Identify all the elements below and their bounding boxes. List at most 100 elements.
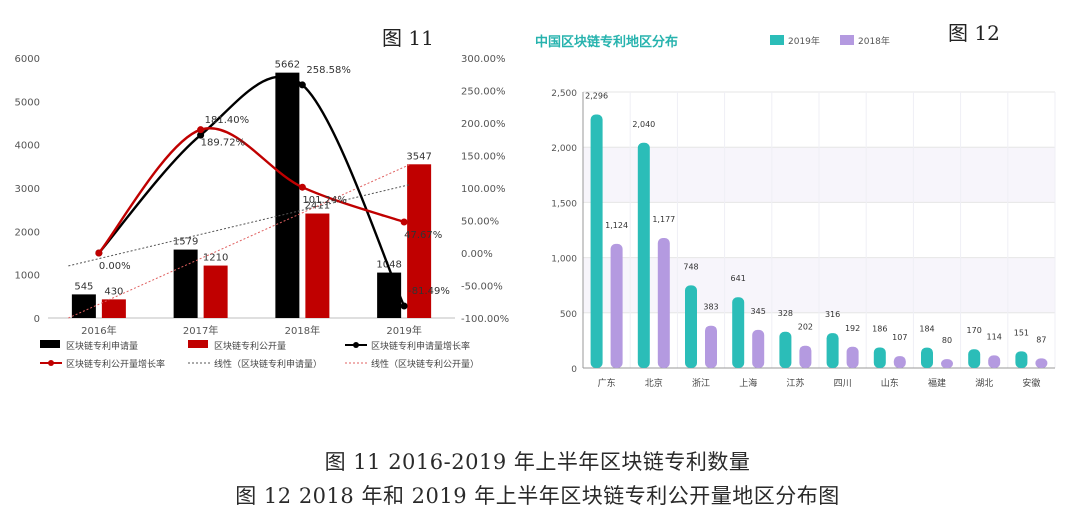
bar-data-label: 5662 [275,60,300,71]
legend-label: 2019年 [788,35,820,47]
bar-data-label: 345 [751,307,766,316]
x-tick-label: 2018年 [285,324,320,337]
growth-data-label: 47.67% [404,230,442,241]
growth-point [197,126,205,134]
y-left-tick-label: 0 [34,314,40,325]
y-left-tick-label: 1000 [15,271,40,282]
growth-data-label: -81.49% [408,286,450,297]
bar [275,72,300,318]
bar [173,249,198,318]
bar [637,142,650,368]
bar-data-label: 1048 [376,260,401,271]
legend-label: 线性（区块链专利申请量） [214,358,322,370]
y-right-tick-label: 150.00% [461,152,506,163]
bar [988,355,1001,368]
y-left-tick-label: 4000 [15,141,40,152]
bar [657,238,670,368]
bar [407,164,432,318]
y-right-tick-label: 200.00% [461,119,506,130]
x-tick-label: 江苏 [786,377,804,389]
figure-12-label: 图 12 [948,21,1000,45]
bar-data-label: 170 [967,326,982,335]
legend-label: 区块链专利申请量 [66,340,138,352]
x-tick-label: 浙江 [692,377,710,389]
bar-data-label: 114 [987,332,1002,341]
bar [1015,351,1028,368]
legend-label: 区块链专利公开量增长率 [66,358,165,370]
growth-line [97,75,406,307]
bar [732,297,745,368]
legend-swatch-marker [48,360,54,366]
bar-data-label: 80 [942,336,952,345]
bar-data-label: 430 [104,286,123,297]
bar-data-label: 2,296 [585,92,608,101]
bar-data-label: 1,177 [652,215,675,224]
x-tick-label: 2016年 [81,324,116,337]
bar-data-label: 3547 [406,151,431,162]
x-tick-label: 2017年 [183,324,218,337]
bar [1035,358,1048,368]
legend-label: 区块链专利申请量增长率 [371,340,470,352]
x-tick-label: 山东 [881,377,899,389]
growth-data-label: 258.58% [306,65,351,76]
growth-point [400,218,408,226]
bar [610,243,623,368]
x-tick-label: 广东 [598,377,616,389]
y-tick-label: 1,500 [551,199,577,209]
y-right-tick-label: -50.00% [461,282,503,293]
y-right-tick-label: 300.00% [461,54,506,65]
bar-data-label: 107 [892,333,907,342]
legend-label: 2018年 [858,35,890,47]
growth-point [298,81,306,89]
y-tick-label: 0 [571,365,577,375]
legend-swatch-marker [353,342,359,348]
bar-data-label: 186 [872,324,887,333]
region-distribution-chart: 中国区块链专利地区分布 2019年 2018年 0 500 1,000 1,500 2,000… [535,34,1056,389]
bar [921,347,933,368]
bar [590,114,603,368]
growth-data-label: 189.72% [201,138,246,149]
bar-data-label: 748 [683,262,698,271]
y-right-tick-label: 0.00% [461,249,493,260]
growth-data-label: 181.40% [205,115,250,126]
bar [101,299,126,318]
bar-data-label: 316 [825,310,840,319]
bar [893,356,906,368]
bar-data-label: 1,124 [605,221,628,230]
y-left-tick-label: 5000 [15,97,40,108]
y-right-tick-label: 50.00% [461,217,499,228]
bar-data-label: 383 [703,303,718,312]
y-tick-label: 2,000 [551,144,577,154]
bar [71,294,96,318]
bar-data-label: 87 [1036,335,1046,344]
y-right-tick-label: -100.00% [461,314,509,325]
bar-data-label: 1579 [173,237,198,248]
legend-label: 区块链专利公开量 [214,340,286,352]
growth-data-label: 101.24% [302,195,347,206]
figure-11-label: 图 11 [382,26,434,50]
y-left-tick-label: 3000 [15,184,40,195]
y-left-tick-label: 6000 [15,54,40,65]
legend-swatch [770,35,784,45]
x-tick-label: 2019年 [386,324,421,337]
bar [826,333,839,368]
bar [779,331,792,368]
patent-count-chart: 0 1000 2000 3000 4000 5000 6000 -100.00% -50.00%… [15,54,510,370]
x-tick-label: 四川 [834,379,852,389]
bar [799,345,812,368]
bar [377,272,402,318]
bar [941,359,953,368]
x-tick-label: 北京 [645,377,663,389]
y-left-tick-label: 2000 [15,227,40,238]
x-tick-label: 福建 [928,377,946,389]
growth-point [400,302,408,310]
x-tick-label: 湖北 [975,378,993,389]
x-tick-label: 上海 [739,377,757,389]
bar [752,329,765,368]
bar [305,213,330,318]
growth-point [95,249,103,257]
y-right-tick-label: 100.00% [461,184,506,195]
bar-data-label: 2,040 [632,120,655,129]
growth-point [298,183,306,191]
y-tick-label: 500 [560,310,577,320]
